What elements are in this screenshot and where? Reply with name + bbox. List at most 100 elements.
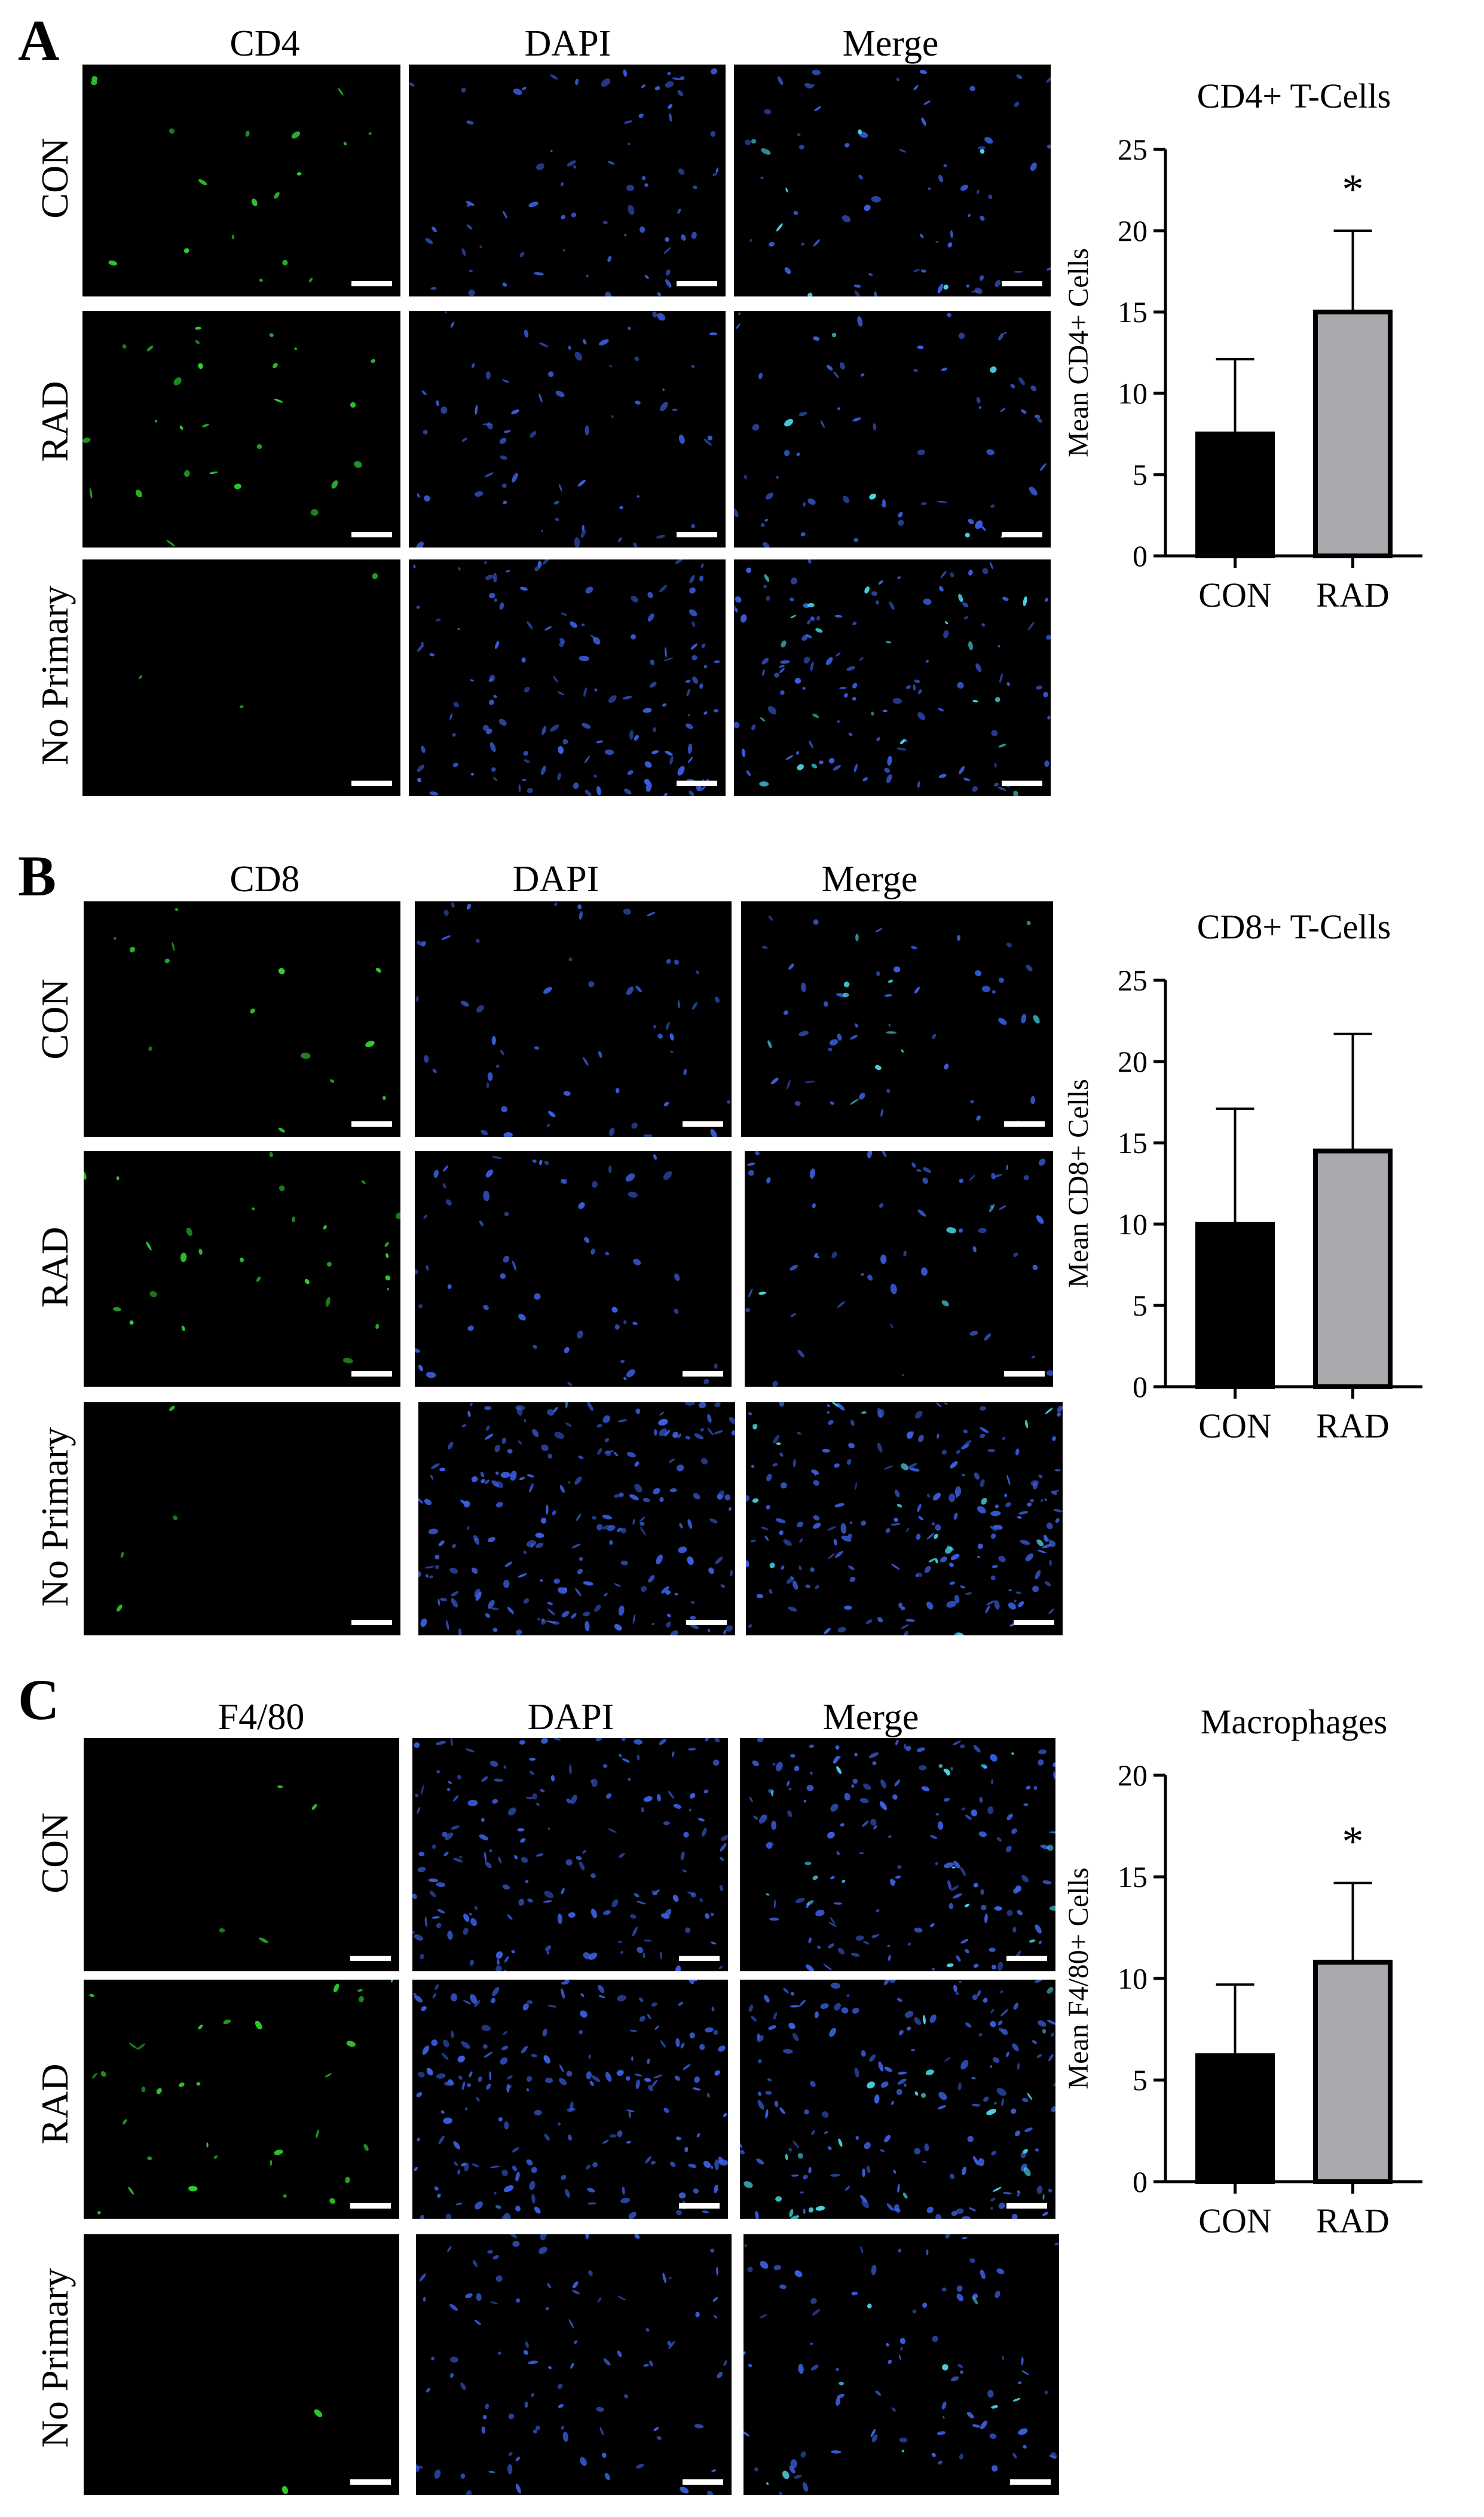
cell-signal (1012, 2452, 1017, 2459)
cell-signal (968, 213, 971, 218)
cell-signal (705, 1913, 710, 1919)
cell-signal (582, 339, 587, 345)
cell-signal (746, 1560, 749, 1568)
cell-signal (695, 970, 700, 974)
cell-signal (747, 2267, 753, 2273)
cell-signal (481, 2426, 486, 2434)
cell-signal (970, 1100, 974, 1103)
cell-signal (746, 567, 752, 573)
cell-signal (846, 1458, 852, 1465)
cell-signal (234, 484, 241, 490)
cell-signal (1038, 1474, 1043, 1479)
cell-signal (588, 2054, 591, 2059)
cell-signal (1023, 596, 1027, 606)
cell-signal (502, 2215, 506, 2219)
cell-signal (565, 2189, 570, 2198)
cell-signal (785, 2154, 788, 2161)
cell-signal (789, 2209, 794, 2218)
cell-signal (941, 1449, 947, 1455)
cell-signal (751, 1464, 755, 1469)
column-label-dapi: DAPI (524, 23, 611, 64)
cell-signal (491, 1480, 500, 1488)
cell-signal (990, 2207, 993, 2210)
cell-signal (708, 1567, 714, 1574)
cell-signal (120, 1552, 124, 1558)
cell-signal (993, 1524, 1003, 1530)
y-tick-label: 0 (1133, 1370, 1148, 1403)
cell-signal (836, 1403, 845, 1411)
cell-signal (553, 1578, 560, 1584)
cell-signal (440, 1598, 448, 1601)
cell-signal (844, 2186, 850, 2191)
cell-signal (905, 1745, 911, 1751)
cell-signal (799, 1538, 803, 1543)
cell-signal (494, 1778, 503, 1782)
cell-signal (760, 2261, 769, 2269)
cell-signal (685, 680, 691, 683)
cell-signal (414, 1742, 420, 1748)
cell-signal (536, 2426, 540, 2430)
cell-signal (788, 2023, 795, 2029)
cell-signal (848, 732, 853, 736)
cell-signal (584, 1237, 590, 1243)
cell-signal (678, 168, 685, 175)
cell-signal (531, 2167, 537, 2173)
micrograph (82, 311, 400, 548)
cell-signal (766, 2482, 769, 2485)
cell-signal (794, 2475, 802, 2479)
cell-signal (701, 1458, 708, 1465)
cell-signal (766, 1893, 770, 1896)
cell-signal (914, 2091, 919, 2096)
cell-signal (1000, 1990, 1003, 1994)
cell-signal (837, 407, 840, 411)
cell-signal (916, 1572, 923, 1577)
cell-signal (527, 2076, 533, 2082)
cell-signal (460, 2473, 466, 2479)
cell-signal (592, 1181, 598, 1188)
cell-signal (533, 1344, 537, 1349)
cell-signal (764, 1536, 769, 1541)
cell-signal (879, 1801, 888, 1810)
cell-signal (436, 1923, 442, 1928)
cell-signal (658, 1418, 668, 1426)
cell-signal (463, 1928, 469, 1935)
cell-signal (422, 2045, 429, 2055)
cell-signal (699, 2044, 705, 2050)
cell-signal (445, 2213, 452, 2219)
cell-signal (930, 1835, 938, 1839)
cell-signal (122, 2119, 127, 2125)
cell-signal (863, 1783, 871, 1790)
cell-signal (760, 1527, 769, 1530)
cell-signal (917, 1209, 926, 1217)
cell-signal (519, 1740, 525, 1745)
cell-signal (417, 493, 420, 498)
cell-signal (850, 1952, 860, 1957)
cell-signal (973, 1745, 981, 1753)
cell-signal (649, 2360, 653, 2367)
cell-signal (638, 114, 644, 118)
cell-signal (990, 1533, 996, 1539)
cell-signal (855, 934, 859, 941)
cell-signal (529, 1770, 534, 1775)
cell-signal (1038, 1749, 1047, 1754)
cell-signal (438, 1540, 445, 1546)
cell-signal (594, 1604, 601, 1612)
cell-signal (1001, 2098, 1004, 2106)
cell-signal (1021, 2370, 1029, 2375)
cell-signal (417, 764, 425, 772)
cell-signal (540, 1789, 545, 1793)
cell-signal (547, 2005, 557, 2008)
cell-signal (820, 420, 825, 429)
chart-title: Macrophages (1201, 1702, 1387, 1741)
cell-signal (938, 2460, 943, 2465)
cell-signal (689, 609, 697, 617)
cell-signal (629, 730, 634, 740)
cell-signal (518, 1898, 525, 1906)
cell-signal (750, 1539, 756, 1543)
cell-signal (630, 1914, 637, 1919)
cell-signal (604, 750, 614, 755)
cell-signal (617, 1995, 626, 2002)
cell-signal (413, 564, 416, 568)
cell-signal (420, 2215, 424, 2219)
cell-signal (974, 1472, 980, 1480)
